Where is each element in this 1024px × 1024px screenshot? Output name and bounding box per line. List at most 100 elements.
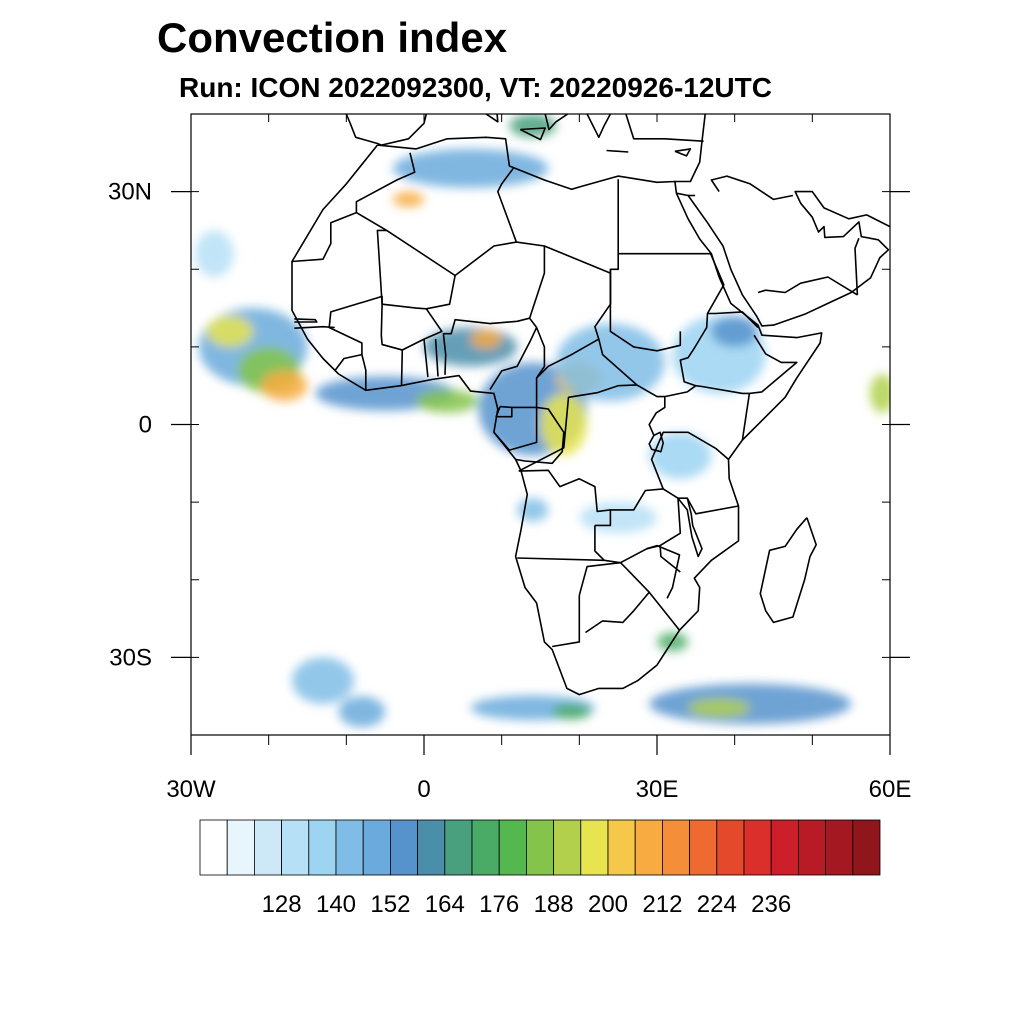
convection-area-26 (649, 432, 712, 479)
border-gabon (493, 406, 538, 451)
border-sa (648, 591, 681, 631)
convection-area-16 (509, 114, 557, 138)
border-saudi-north (710, 175, 794, 201)
border-congo (515, 406, 565, 465)
convection-area-23 (338, 696, 386, 728)
colorbar-label: 152 (370, 891, 410, 918)
x-tick-label: 0 (417, 776, 430, 803)
border-eritrea (707, 311, 759, 329)
sardinia-coast (485, 114, 499, 123)
border-zimbabwe (646, 544, 681, 599)
colorbar-label: 224 (697, 891, 737, 918)
border-car-chad (536, 338, 638, 386)
colorbar-swatch (662, 819, 691, 876)
iberia-coast (345, 114, 428, 146)
cyprus-coast (674, 148, 692, 157)
colorbar-swatch (471, 819, 500, 876)
colorbar-swatch (444, 819, 473, 876)
convection-area-24 (869, 374, 890, 413)
border-eq-guinea (495, 405, 513, 418)
colorbar-swatch (607, 819, 636, 876)
border-tanzania-mozambique (686, 497, 739, 515)
border-western-sahara (291, 211, 357, 263)
x-tick-label: 30W (166, 776, 216, 803)
border-togo-benin (434, 339, 439, 377)
colorbar-swatch (389, 819, 418, 876)
border-ghana-togo (423, 339, 429, 378)
x-tick-label: 60E (869, 776, 912, 803)
border-sudan-ethiopia (679, 253, 725, 387)
colorbar-swatch (852, 819, 881, 876)
colorbar-label: 212 (642, 891, 682, 918)
convection-area-20 (688, 698, 751, 718)
colorbar-swatch (526, 819, 555, 876)
border-niger-nigeria (442, 317, 530, 375)
colorbar-swatch (362, 819, 391, 876)
border-south-sudan (609, 269, 682, 352)
colorbar-swatch (689, 819, 718, 876)
border-tanzania (650, 431, 730, 490)
border-uganda-kenya (648, 384, 751, 441)
axis-ticks: 30W 0 30E 60E 30N 0 30S (108, 113, 912, 803)
border-yemen-saudi (757, 276, 858, 296)
convection-area-13 (711, 315, 758, 347)
convection-area-18 (552, 703, 591, 720)
colorbar-swatch (199, 819, 228, 876)
convection-field (194, 114, 890, 728)
border-mozambique (659, 545, 681, 573)
border-sierra-leone (334, 353, 363, 372)
colorbar-swatch (253, 819, 282, 876)
colorbar-label: 200 (588, 891, 628, 918)
greece-coast (586, 114, 612, 139)
colorbar-swatch (798, 819, 827, 876)
border-sudan-egypt (609, 252, 711, 305)
colorbar-swatch (634, 819, 663, 876)
arabia-coastline (676, 190, 890, 327)
y-tick-label: 30S (109, 644, 152, 671)
border-zambia-angola (594, 525, 605, 561)
border-angola-namibia (517, 557, 621, 564)
border-mauritania-senegal (328, 295, 383, 355)
border-angola-drc (518, 469, 612, 527)
border-burkina (380, 304, 443, 351)
border-mali (376, 229, 456, 310)
y-tick-label: 0 (139, 412, 152, 439)
map-title: Convection index (157, 14, 508, 61)
convection-area-3 (260, 370, 308, 402)
colorbar: 128 140 152 164 176 188 200 212 224 236 (199, 819, 881, 918)
convection-area-5 (416, 389, 479, 413)
colorbar-swatch (281, 819, 310, 876)
madagascar-coast (759, 517, 817, 624)
x-tick-label: 30E (636, 776, 679, 803)
colorbar-label: 236 (751, 891, 791, 918)
colorbar-swatch (498, 819, 527, 876)
turkey-coast (625, 114, 704, 142)
map-subtitle: Run: ICON 2022092300, VT: 20220926-12UTC (179, 72, 772, 103)
colorbar-swatch (716, 819, 745, 876)
convection-area-28 (517, 498, 549, 522)
sicily-coast (519, 127, 546, 141)
colorbar-label: 188 (534, 891, 574, 918)
border-rwanda-burundi (648, 431, 664, 453)
colorbar-swatch (226, 819, 255, 876)
border-gambia (294, 318, 318, 323)
levant-coast (674, 114, 706, 183)
italy-coast (544, 114, 569, 131)
border-drc-car (518, 384, 665, 472)
colorbar-swatch (335, 819, 364, 876)
convection-area-19 (649, 683, 852, 725)
convection-area-7 (470, 329, 502, 349)
border-oman (854, 237, 860, 295)
border-botswana (578, 561, 650, 634)
colorbar-swatch (308, 819, 337, 876)
colorbar-swatch (553, 819, 582, 876)
border-namibia-sa (552, 595, 581, 648)
y-tick-label: 30N (108, 179, 152, 206)
convection-area-25 (579, 502, 658, 534)
border-liberia-cote (361, 354, 367, 391)
convection-area-14 (392, 148, 549, 188)
colorbar-label: 164 (425, 891, 465, 918)
border-guinea-bissau (294, 325, 335, 329)
colorbar-swatch (825, 819, 854, 876)
